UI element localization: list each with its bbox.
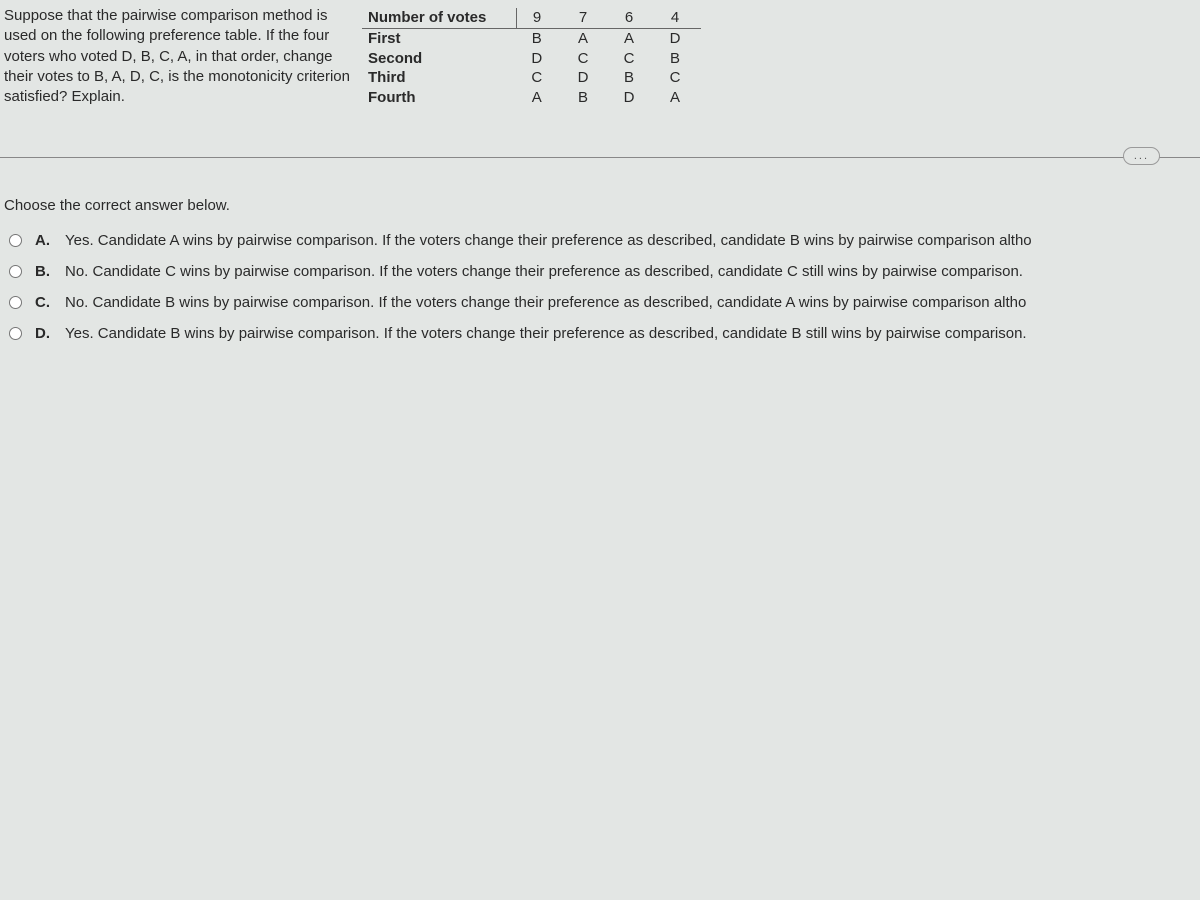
answer-prompt: Choose the correct answer below.	[0, 185, 1200, 232]
radio-b[interactable]	[9, 265, 22, 278]
choices-list: A. Yes. Candidate A wins by pairwise com…	[0, 232, 1200, 342]
choice-key: D.	[35, 325, 55, 342]
row-label: Fourth	[362, 88, 517, 108]
cell: C	[655, 68, 701, 88]
choice-text: No. Candidate B wins by pairwise compari…	[65, 294, 1026, 311]
table-row: Second D C C B	[362, 48, 701, 68]
cell: B	[563, 88, 609, 108]
cell: A	[655, 88, 701, 108]
choice-option-a[interactable]: A. Yes. Candidate A wins by pairwise com…	[4, 232, 1196, 249]
table-header-row: Number of votes 9 7 6 4	[362, 8, 701, 28]
choice-option-b[interactable]: B. No. Candidate C wins by pairwise comp…	[4, 263, 1196, 280]
cell: B	[609, 68, 655, 88]
radio-a[interactable]	[9, 234, 22, 247]
table-row: Fourth A B D A	[362, 88, 701, 108]
cell: B	[655, 48, 701, 68]
choice-key: C.	[35, 294, 55, 311]
table-header-label: Number of votes	[362, 8, 517, 28]
cell: C	[609, 48, 655, 68]
cell: D	[517, 48, 564, 68]
cell: D	[655, 28, 701, 48]
cell: C	[563, 48, 609, 68]
choice-key: B.	[35, 263, 55, 280]
cell: B	[517, 28, 564, 48]
section-separator: ...	[0, 157, 1200, 185]
row-label: Third	[362, 68, 517, 88]
cell: A	[563, 28, 609, 48]
cell: A	[517, 88, 564, 108]
col-header: 7	[563, 8, 609, 28]
question-block: Suppose that the pairwise comparison met…	[0, 0, 1200, 127]
separator-line	[0, 157, 1200, 158]
col-header: 4	[655, 8, 701, 28]
choice-text: Yes. Candidate A wins by pairwise compar…	[65, 232, 1032, 249]
choice-option-c[interactable]: C. No. Candidate B wins by pairwise comp…	[4, 294, 1196, 311]
question-text: Suppose that the pairwise comparison met…	[4, 6, 362, 107]
choice-key: A.	[35, 232, 55, 249]
row-label: Second	[362, 48, 517, 68]
choice-text: Yes. Candidate B wins by pairwise compar…	[65, 325, 1027, 342]
preference-table: Number of votes 9 7 6 4 First B A A D Se…	[362, 8, 701, 107]
col-header: 6	[609, 8, 655, 28]
cell: D	[609, 88, 655, 108]
choice-text: No. Candidate C wins by pairwise compari…	[65, 263, 1023, 280]
radio-d[interactable]	[9, 327, 22, 340]
choice-option-d[interactable]: D. Yes. Candidate B wins by pairwise com…	[4, 325, 1196, 342]
table-row: Third C D B C	[362, 68, 701, 88]
radio-c[interactable]	[9, 296, 22, 309]
col-header: 9	[517, 8, 564, 28]
cell: C	[517, 68, 564, 88]
cell: A	[609, 28, 655, 48]
more-icon[interactable]: ...	[1123, 147, 1160, 165]
cell: D	[563, 68, 609, 88]
row-label: First	[362, 28, 517, 48]
table-row: First B A A D	[362, 28, 701, 48]
